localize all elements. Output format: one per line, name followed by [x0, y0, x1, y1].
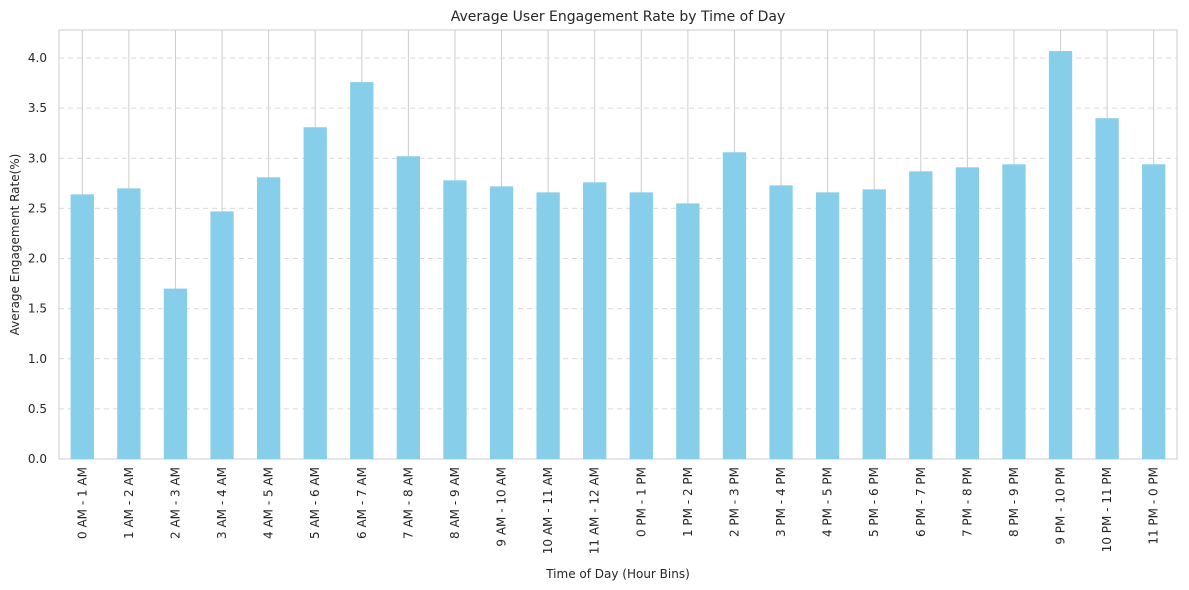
x-tick-label: 0 PM - 1 PM	[634, 467, 648, 537]
bar	[396, 156, 421, 460]
x-tick-label: 3 PM - 4 PM	[774, 467, 788, 537]
x-tick-label: 4 PM - 5 PM	[821, 467, 835, 537]
x-tick-label: 1 AM - 2 AM	[122, 467, 136, 539]
y-axis-ticks: 0.0 0.5 1.0 1.5 2.0 2.5 3.0 3.5 4.0	[28, 51, 47, 466]
x-tick-label: 5 AM - 6 AM	[308, 467, 322, 539]
y-axis-label: Average Engagement Rate(%)	[8, 154, 22, 336]
bar	[210, 211, 234, 459]
bar	[815, 192, 840, 459]
bar	[909, 171, 933, 459]
x-tick-label: 1 PM - 2 PM	[681, 467, 695, 537]
x-tick-label: 10 PM - 11 PM	[1100, 467, 1114, 552]
bars	[70, 51, 1166, 460]
y-tick-label: 3.0	[28, 151, 47, 165]
bar	[1048, 51, 1073, 459]
y-tick-label: 0.5	[28, 402, 47, 416]
x-tick-label: 6 AM - 7 AM	[355, 467, 369, 539]
y-tick-label: 0.0	[28, 452, 47, 466]
bar	[536, 192, 560, 459]
x-axis-ticks: 0 AM - 1 AM 1 AM - 2 AM 2 AM - 3 AM 3 AM - …	[75, 467, 1160, 554]
x-tick-label: 9 AM - 10 AM	[495, 467, 509, 547]
y-tick-label: 2.0	[28, 252, 47, 266]
x-axis-label: Time of Day (Hour Bins)	[545, 567, 690, 581]
y-tick-label: 1.5	[28, 302, 47, 316]
bar	[117, 188, 141, 460]
x-tick-label: 8 AM - 9 AM	[448, 467, 462, 539]
bar	[1002, 164, 1026, 459]
bar	[955, 167, 980, 459]
y-tick-label: 4.0	[28, 51, 47, 65]
x-tick-label: 6 PM - 7 PM	[914, 467, 928, 537]
plot-area	[58, 29, 1178, 460]
x-tick-label: 7 PM - 8 PM	[960, 467, 974, 537]
x-tick-label: 2 PM - 3 PM	[727, 467, 741, 537]
y-tick-label: 2.5	[28, 201, 47, 215]
bar	[1095, 118, 1119, 460]
bar	[583, 182, 607, 459]
x-tick-label: 8 PM - 9 PM	[1007, 467, 1021, 537]
x-tick-label: 5 PM - 6 PM	[867, 467, 881, 537]
chart-title: Average User Engagement Rate by Time of …	[451, 9, 786, 25]
x-tick-label: 4 AM - 5 AM	[262, 467, 276, 539]
bar	[70, 194, 94, 459]
y-tick-label: 1.0	[28, 352, 47, 366]
x-tick-label: 2 AM - 3 AM	[168, 467, 182, 539]
bar	[629, 192, 653, 459]
x-tick-label: 7 AM - 8 AM	[401, 467, 415, 539]
bar	[862, 189, 886, 459]
bar	[1142, 164, 1166, 459]
bar	[769, 185, 793, 459]
x-tick-label: 10 AM - 11 AM	[541, 467, 555, 554]
x-tick-label: 11 PM - 0 PM	[1147, 467, 1161, 545]
bar	[443, 180, 467, 459]
bar	[722, 152, 747, 460]
bar	[163, 288, 188, 459]
x-tick-label: 0 AM - 1 AM	[75, 467, 89, 539]
y-tick-label: 3.5	[28, 101, 47, 115]
x-tick-label: 11 AM - 12 AM	[588, 467, 602, 554]
x-tick-label: 9 PM - 10 PM	[1054, 467, 1068, 545]
bar	[489, 186, 514, 459]
x-tick-label: 3 AM - 4 AM	[215, 467, 229, 539]
bar	[676, 203, 700, 459]
bar	[256, 177, 281, 460]
bar	[303, 127, 327, 460]
bar	[350, 82, 374, 460]
